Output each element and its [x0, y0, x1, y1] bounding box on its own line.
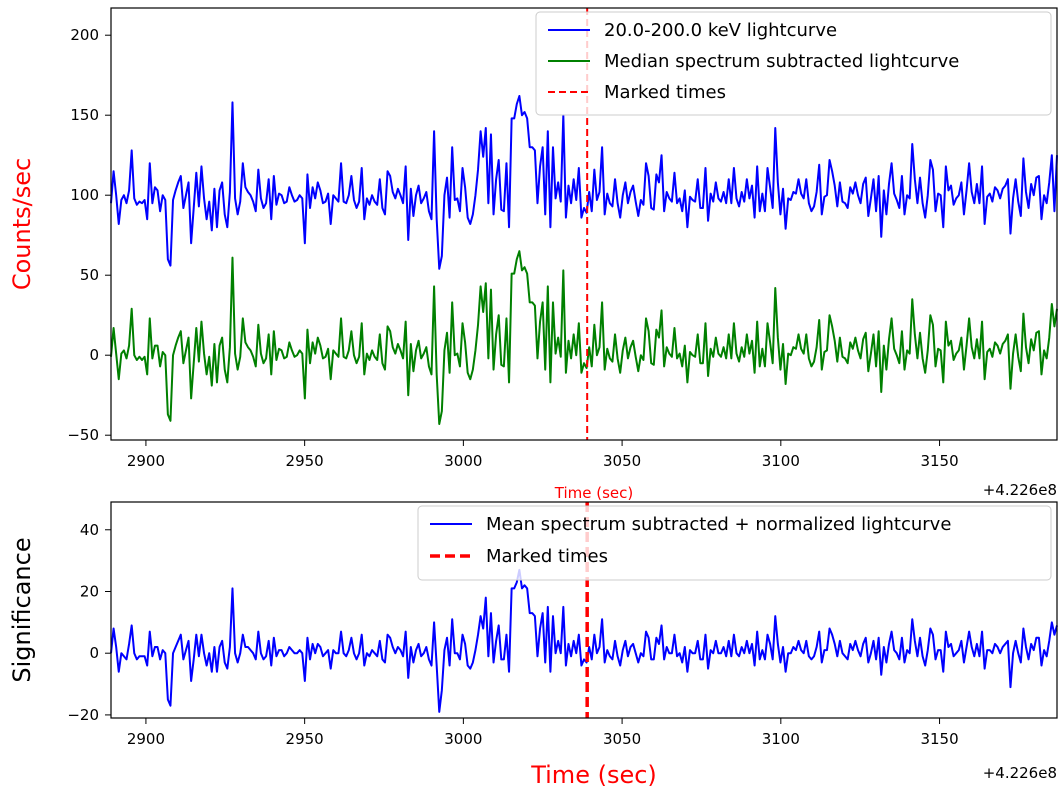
panel-top: 20.0-200.0 keV lightcurve Median spectrum… [8, 7, 1058, 502]
y-axis-label-bottom: Significance [8, 537, 36, 682]
series-line-top-1 [110, 250, 1058, 425]
x-tick-label-top-2: 3000 [444, 452, 482, 470]
panel-bottom: Mean spectrum subtracted + normalized li… [8, 501, 1058, 789]
x-tick-label-bottom-4: 3100 [762, 730, 800, 748]
y-tick-label-top-1: 0 [89, 346, 99, 364]
y-tick-label-bottom-1: 0 [89, 644, 99, 662]
axes-frame-top [110, 7, 1058, 441]
x-offset-label-top: +4.226e8 [983, 481, 1057, 499]
x-tick-label-top-4: 3100 [762, 452, 800, 470]
y-tick-label-top-5: 200 [70, 26, 99, 44]
series-line-top-0 [110, 95, 1058, 270]
legend-label-top-0: 20.0-200.0 keV lightcurve [604, 20, 837, 41]
y-tick-label-top-4: 150 [70, 106, 99, 124]
series-line-bottom-0 [110, 568, 1058, 713]
x-axis-label-top: Time (sec) [554, 484, 633, 502]
x-tick-label-top-0: 2900 [127, 452, 165, 470]
x-tick-label-top-3: 3050 [603, 452, 641, 470]
y-axis-label-top: Counts/sec [8, 158, 36, 290]
y-tick-label-top-0: −50 [67, 426, 99, 444]
x-tick-label-top-1: 2950 [286, 452, 324, 470]
x-tick-label-bottom-1: 2950 [286, 730, 324, 748]
legend-label-bottom-0: Mean spectrum subtracted + normalized li… [486, 514, 951, 535]
x-axis-label-bottom: Time (sec) [530, 761, 657, 789]
legend-label-bottom-1: Marked times [486, 546, 608, 567]
axes-frame-bottom [110, 501, 1058, 719]
y-tick-label-bottom-3: 40 [80, 521, 99, 539]
y-tick-label-bottom-0: −20 [67, 706, 99, 724]
legend-label-top-2: Marked times [604, 82, 726, 103]
legend-label-top-1: Median spectrum subtracted lightcurve [604, 51, 959, 72]
x-tick-label-bottom-5: 3150 [920, 730, 958, 748]
x-tick-label-bottom-0: 2900 [127, 730, 165, 748]
x-tick-label-bottom-2: 3000 [444, 730, 482, 748]
x-tick-label-bottom-3: 3050 [603, 730, 641, 748]
y-tick-label-bottom-2: 20 [80, 582, 99, 600]
legend-box-bottom [417, 505, 1052, 581]
y-tick-label-top-3: 100 [70, 186, 99, 204]
x-offset-label-bottom: +4.226e8 [983, 764, 1057, 782]
x-tick-label-top-5: 3150 [920, 452, 958, 470]
y-tick-label-top-2: 50 [80, 266, 99, 284]
legend-box-top [535, 11, 1052, 116]
